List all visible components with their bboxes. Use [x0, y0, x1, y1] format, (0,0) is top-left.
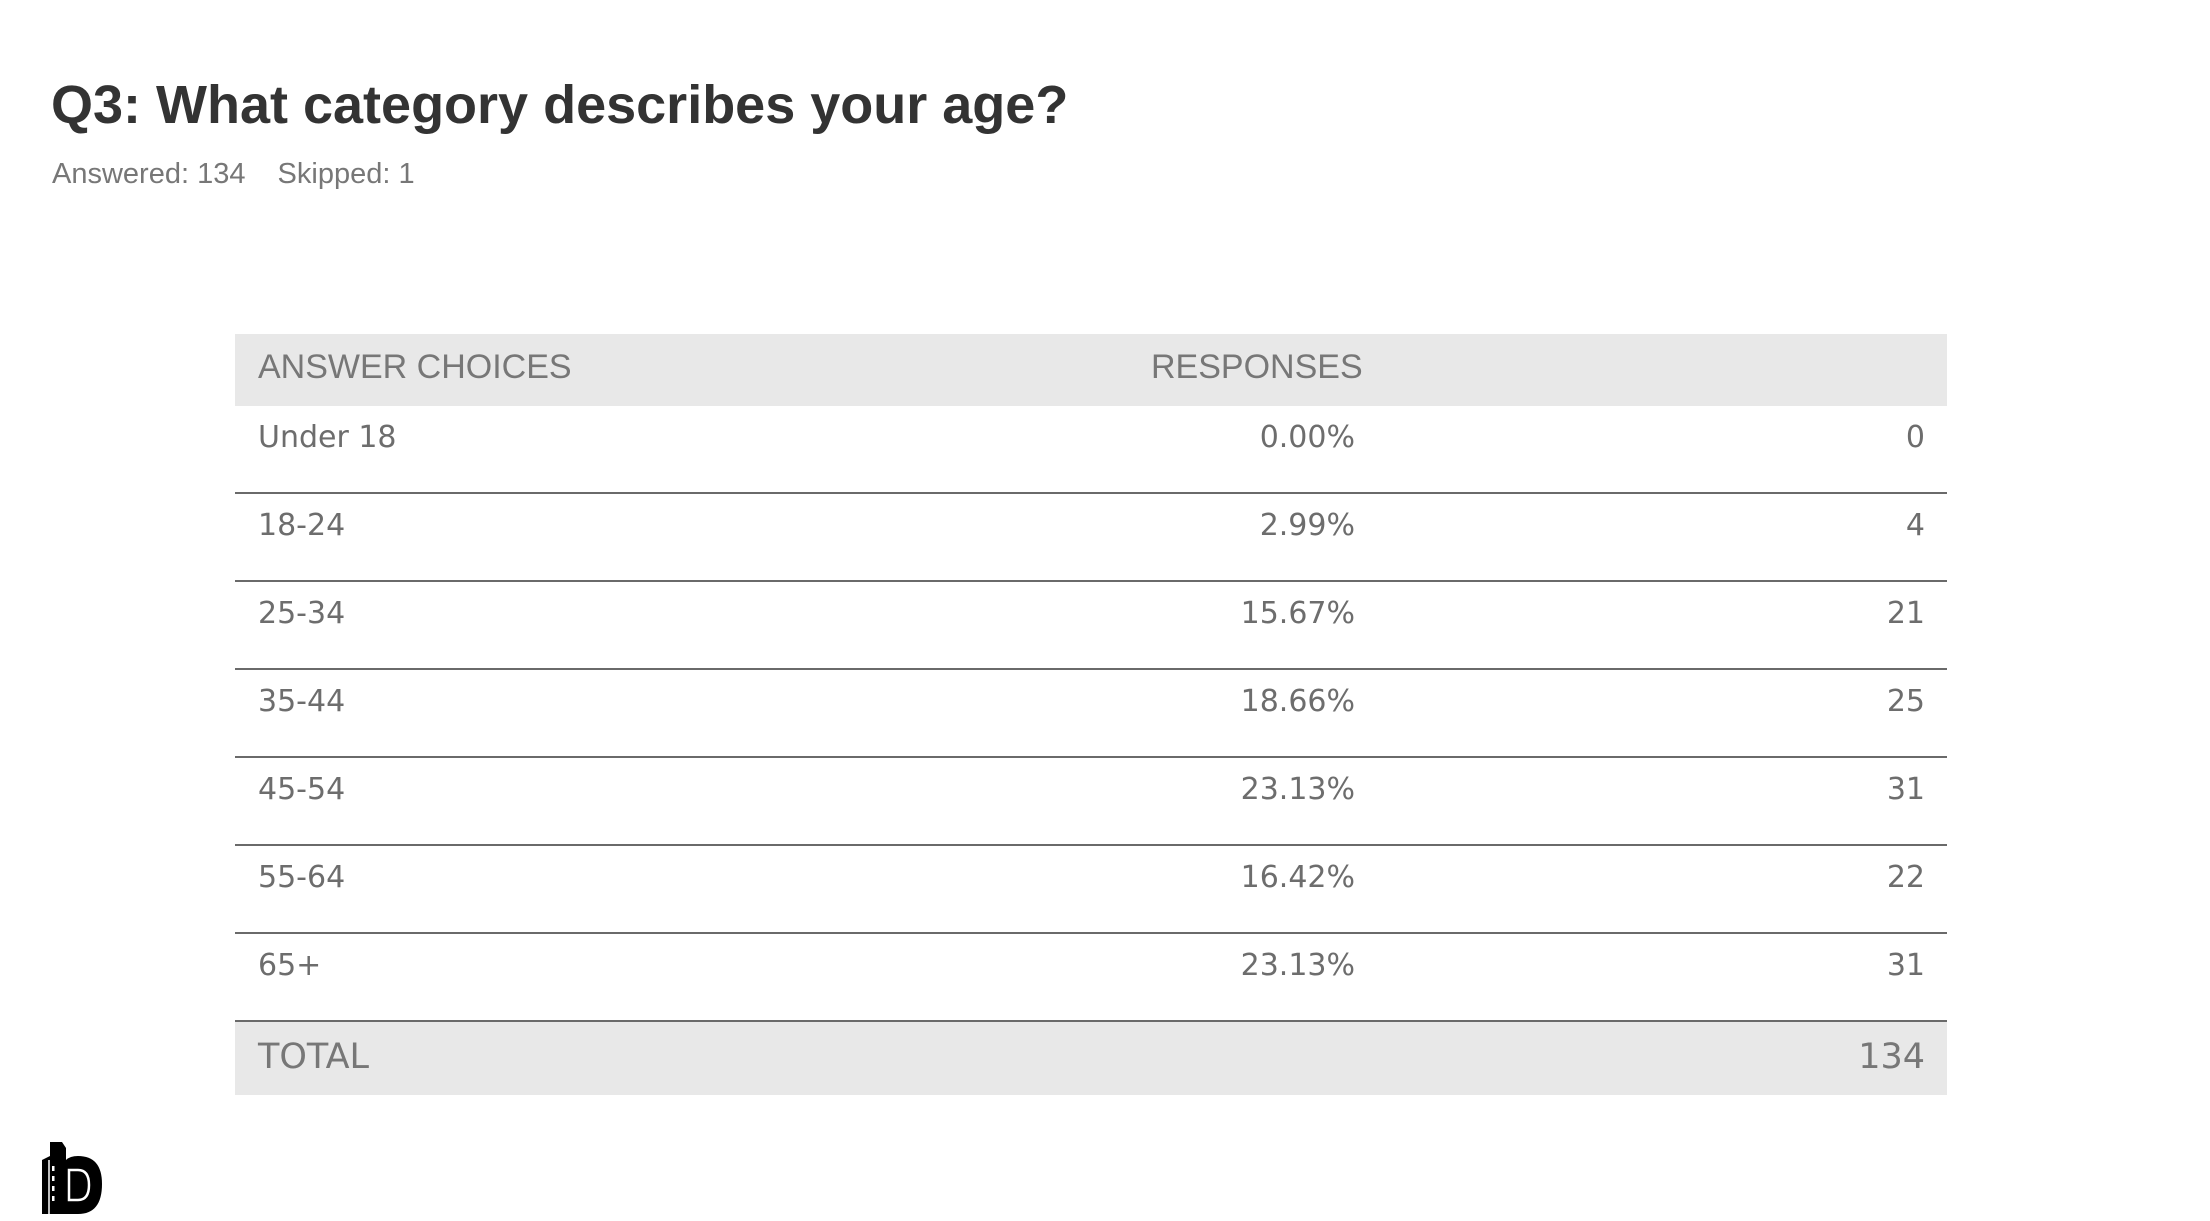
answer-choice: 55-64 — [258, 860, 346, 895]
response-percent: 15.67% — [1240, 596, 1355, 631]
page-title: Q3: What category describes your age? — [51, 75, 1069, 135]
response-percent: 2.99% — [1259, 508, 1355, 543]
table-row: Under 18 0.00% 0 — [235, 406, 1947, 494]
table-row: 25-34 15.67% 21 — [235, 582, 1947, 670]
total-value: 134 — [1858, 1037, 1925, 1077]
response-count: 0 — [1905, 420, 1925, 455]
response-count: 22 — [1886, 860, 1925, 895]
table-header: ANSWER CHOICES RESPONSES — [235, 334, 1947, 406]
answer-choice: 25-34 — [258, 596, 346, 631]
response-count: 31 — [1886, 948, 1925, 983]
response-count: 4 — [1905, 508, 1925, 543]
answer-choice: 65+ — [258, 948, 322, 983]
answer-choice: 18-24 — [258, 508, 346, 543]
response-count: 21 — [1886, 596, 1925, 631]
answer-choice: Under 18 — [258, 420, 397, 455]
total-label: TOTAL — [258, 1037, 370, 1077]
response-percent: 16.42% — [1240, 860, 1355, 895]
header-answer-choices: ANSWER CHOICES — [258, 348, 572, 386]
response-summary: Answered: 134 Skipped: 1 — [52, 158, 439, 191]
response-percent: 23.13% — [1240, 948, 1355, 983]
skipped-count: Skipped: 1 — [277, 158, 415, 190]
answer-choice: 45-54 — [258, 772, 346, 807]
table-total-row: TOTAL 134 — [235, 1022, 1947, 1095]
response-count: 25 — [1886, 684, 1925, 719]
response-count: 31 — [1886, 772, 1925, 807]
answered-count: Answered: 134 — [52, 158, 246, 190]
answer-choice: 35-44 — [258, 684, 346, 719]
logo-icon — [36, 1140, 106, 1216]
header-responses: RESPONSES — [1151, 348, 1363, 386]
response-percent: 23.13% — [1240, 772, 1355, 807]
results-table: ANSWER CHOICES RESPONSES Under 18 0.00% 0 1… — [235, 334, 1947, 1095]
table-row: 65+ 23.13% 31 — [235, 934, 1947, 1022]
response-percent: 0.00% — [1259, 420, 1355, 455]
table-row: 45-54 23.13% 31 — [235, 758, 1947, 846]
table-row: 35-44 18.66% 25 — [235, 670, 1947, 758]
response-percent: 18.66% — [1240, 684, 1355, 719]
table-row: 18-24 2.99% 4 — [235, 494, 1947, 582]
table-row: 55-64 16.42% 22 — [235, 846, 1947, 934]
